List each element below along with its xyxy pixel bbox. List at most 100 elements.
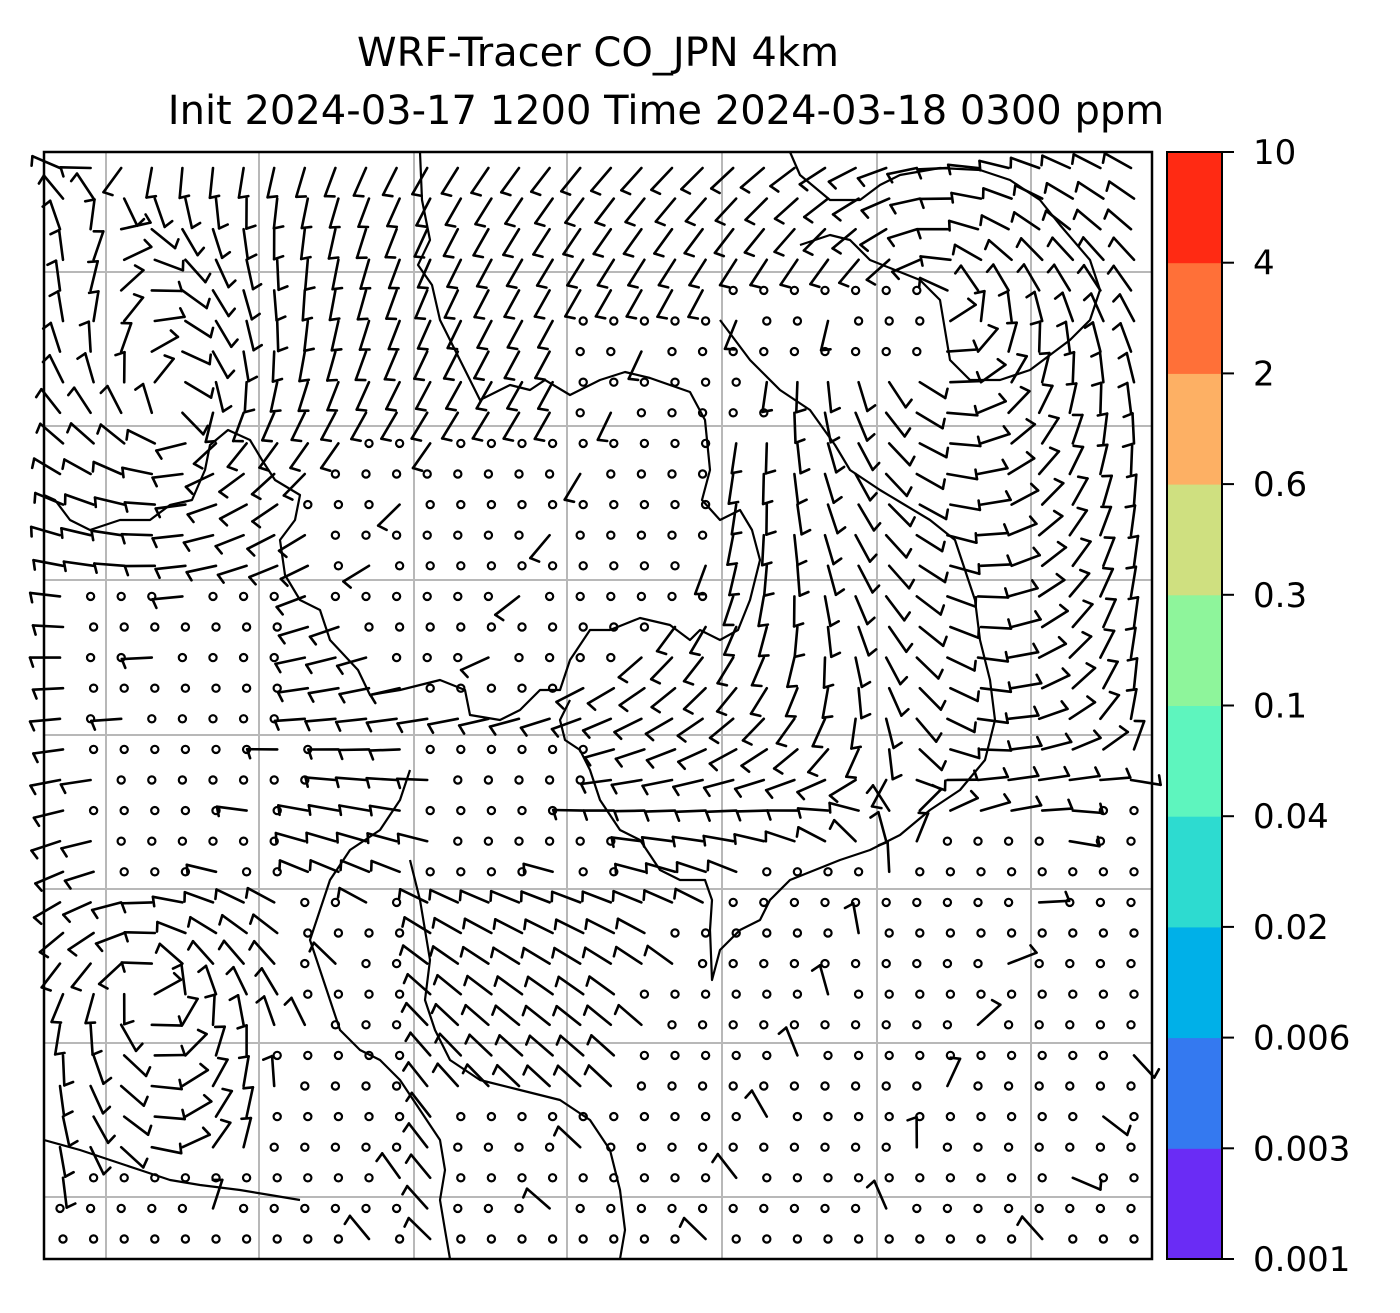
wind-barb-flag	[1076, 263, 1086, 275]
wind-barb-shaft	[1007, 714, 1040, 721]
wind-barb	[405, 1091, 432, 1118]
wind-barb-shaft	[1089, 292, 1105, 323]
wind-barb-flag	[904, 547, 913, 559]
wind-barb-shaft	[153, 258, 185, 272]
calm-circle	[150, 1234, 160, 1244]
wind-barb	[644, 717, 674, 742]
wind-barb-shaft	[446, 319, 463, 350]
wind-barb-shaft	[271, 350, 276, 383]
calm-circle	[547, 1173, 558, 1183]
wind-barb	[155, 920, 187, 935]
calm-circle	[1095, 1142, 1106, 1152]
calm-circle	[575, 1203, 585, 1214]
wind-barb-shaft	[886, 840, 891, 874]
wind-barb	[826, 442, 846, 474]
wind-barb	[330, 319, 343, 352]
wind-barb-flag	[163, 219, 174, 229]
calm-circle	[150, 622, 160, 632]
wind-barb-shaft	[1112, 236, 1136, 262]
wind-barb-shaft	[381, 166, 398, 197]
wind-barb-flag	[459, 945, 465, 958]
wind-barb	[283, 996, 307, 1027]
wind-barb-shaft	[744, 197, 769, 222]
wind-barb-flag	[218, 490, 229, 499]
wind-barb-shaft	[819, 319, 830, 352]
calm-circle	[514, 836, 524, 846]
wind-barb	[596, 258, 616, 289]
wind-barb-shaft	[739, 166, 766, 189]
wind-barb-shaft	[54, 259, 62, 292]
calm-circle	[578, 377, 588, 387]
wind-barb-flag	[1111, 322, 1122, 331]
calm-circle	[333, 1111, 344, 1122]
wind-barb-flag	[555, 700, 565, 710]
wind-barb-flag	[1081, 630, 1093, 638]
wind-barb-flag	[552, 1064, 560, 1076]
wind-barb	[301, 289, 314, 322]
wind-barb	[708, 717, 735, 745]
wind-barb	[918, 503, 950, 521]
wind-barb-shaft	[92, 230, 105, 262]
wind-barb-shaft	[1076, 208, 1102, 231]
wind-barb-flag	[583, 756, 592, 767]
wind-barb-shaft	[348, 1214, 371, 1241]
wind-barb-flag	[123, 564, 130, 577]
wind-barb-shaft	[1012, 211, 1041, 231]
wind-barb	[1040, 667, 1071, 690]
wind-barb-shaft	[524, 918, 554, 935]
calm-circle	[1034, 1081, 1044, 1091]
wind-barb-flag	[144, 1066, 152, 1078]
wind-barb	[684, 197, 707, 227]
wind-barb	[536, 380, 554, 412]
calm-circle	[453, 469, 463, 479]
wind-barb-flag	[832, 557, 843, 566]
wind-barb-flag	[676, 760, 687, 771]
wind-barb-flag	[904, 642, 914, 654]
calm-circle	[789, 1142, 800, 1152]
wind-barb-shaft	[624, 197, 646, 224]
wind-barb-shaft	[750, 1089, 769, 1118]
wind-barb-flag	[242, 1086, 255, 1090]
wind-barb	[356, 289, 369, 321]
wind-barb-flag	[181, 1108, 186, 1121]
calm-circle	[391, 897, 402, 908]
wind-barb-shaft	[566, 258, 585, 287]
wind-barb-shaft	[714, 197, 738, 222]
calm-circle	[728, 897, 738, 908]
wind-barb-flag	[237, 194, 250, 199]
calm-circle	[177, 836, 188, 846]
wind-barb	[255, 995, 276, 1027]
wind-barb	[211, 289, 236, 318]
calm-circle	[456, 867, 466, 877]
wind-barb-flag	[251, 282, 263, 291]
wind-barb	[114, 350, 126, 384]
wind-barb-flag	[275, 315, 287, 322]
wind-barb-flag	[94, 942, 104, 953]
wind-barb	[915, 533, 946, 553]
wind-barb-flag	[375, 1152, 384, 1163]
wind-barb	[444, 380, 463, 412]
wind-barb-shaft	[442, 350, 460, 380]
wind-barb-shaft	[1102, 536, 1116, 568]
wind-barb-flag	[860, 209, 870, 219]
calm-circle	[391, 652, 402, 663]
calm-circle	[547, 622, 558, 632]
wind-barb-shaft	[550, 890, 582, 904]
wind-barb	[796, 564, 810, 598]
calm-circle	[697, 1081, 708, 1091]
wind-barb	[979, 554, 1013, 568]
wind-barb-flag	[1029, 944, 1038, 955]
calm-circle	[269, 591, 279, 602]
calm-circle	[1129, 1111, 1139, 1122]
calm-circle	[578, 316, 588, 326]
wind-barb-shaft	[61, 1115, 71, 1148]
wind-barb-flag	[1090, 381, 1103, 387]
calm-circle	[238, 714, 249, 724]
wind-barb	[120, 532, 154, 545]
wind-barb	[187, 939, 215, 965]
calm-circle	[1129, 1234, 1139, 1244]
wind-barb-shaft	[750, 656, 766, 687]
wind-barb-flag	[217, 939, 226, 951]
wind-barb-flag	[491, 1004, 498, 1017]
wind-barb	[611, 889, 643, 904]
